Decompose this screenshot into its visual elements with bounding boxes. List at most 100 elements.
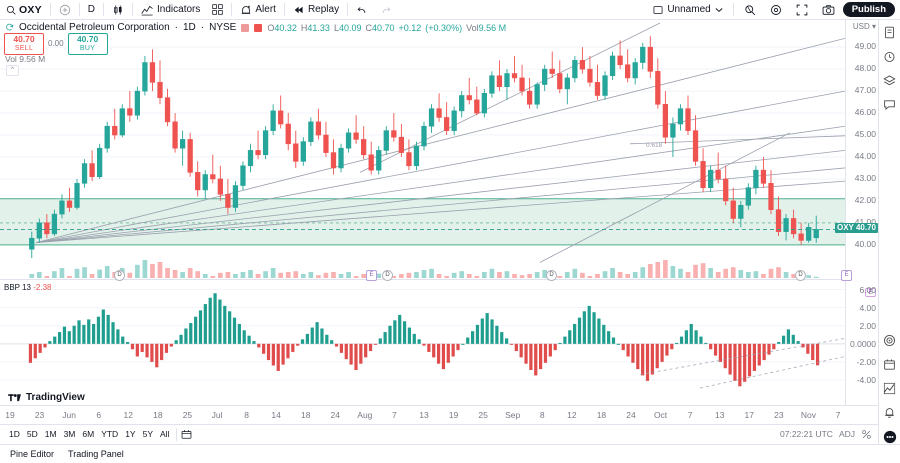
adj-toggle[interactable]: ADJ [838, 429, 855, 439]
watchlist-icon[interactable] [883, 26, 896, 39]
collapse-pane-button[interactable]: ^ [6, 65, 19, 76]
notifications-icon[interactable] [883, 406, 896, 419]
pane-divider[interactable] [0, 279, 845, 280]
timeframe-all[interactable]: All [160, 429, 170, 439]
buy-price: 40.70 [76, 34, 99, 44]
indicator-legend[interactable]: BBP 13 -2.38 [4, 283, 51, 292]
sell-button[interactable]: 40.70 SELL [4, 33, 44, 55]
log-scale-icon[interactable] [861, 429, 872, 440]
chart-legend: Occidental Petroleum Corporation · 1D · … [0, 20, 860, 35]
layers-icon[interactable] [883, 74, 896, 87]
time-tick: 12 [123, 410, 134, 420]
time-tick: 7 [835, 410, 841, 420]
time-tick: 6 [96, 410, 102, 420]
redo-button[interactable] [374, 0, 398, 20]
layout-selector[interactable]: Unnamed [647, 0, 728, 20]
current-price-tag: OXY 40.70 [835, 223, 878, 234]
timeframe-ytd[interactable]: YTD [101, 429, 119, 439]
alert-label: Alert [255, 4, 276, 15]
timeframe-5d[interactable]: 5D [26, 429, 38, 439]
price-tick: 48.00 [854, 63, 876, 74]
calendar-icon[interactable] [883, 358, 896, 371]
time-tick: 18 [153, 410, 163, 420]
templates-button[interactable] [206, 0, 229, 20]
bbp-chart-svg [0, 289, 845, 389]
replay-button[interactable]: Replay [287, 0, 345, 20]
currency-unit[interactable]: USD ▾ [852, 22, 876, 31]
pine-editor-button[interactable]: Pine Editor [10, 449, 55, 459]
indicators-button[interactable]: Indicators [135, 0, 206, 20]
divider [78, 3, 80, 16]
data-icon[interactable] [883, 382, 896, 395]
timeframe-1m[interactable]: 1M [44, 429, 57, 439]
earnings-marker[interactable]: E [366, 270, 377, 281]
indicator-value: -2.38 [33, 283, 52, 292]
dividend-marker[interactable]: D [114, 270, 125, 281]
time-tick: 24 [330, 410, 341, 420]
ohlc-key-o: O [267, 22, 275, 33]
indicator-pane[interactable] [0, 280, 845, 405]
legend-interval: 1D [182, 22, 196, 33]
status-bar: Pine Editor Trading Panel [0, 444, 900, 463]
ohlc-val-l: 40.09 [338, 22, 362, 33]
sell-label: SELL [14, 44, 34, 52]
add-symbol-button[interactable] [53, 0, 77, 20]
camera-icon [822, 4, 835, 16]
dividend-marker[interactable]: D [795, 270, 806, 281]
timeframe-1y[interactable]: 1Y [125, 429, 136, 439]
timeframe-3m[interactable]: 3M [63, 429, 76, 439]
price-tick: 45.00 [854, 129, 876, 140]
indicator-tick: -4.00 [856, 374, 876, 385]
timeframe-list: 1D 5D 1M 3M 6M YTD 1Y 5Y All [6, 428, 172, 440]
chart-style-button[interactable] [106, 0, 130, 20]
legend-symbol-title[interactable]: Occidental Petroleum Corporation [19, 22, 170, 33]
buy-label: BUY [79, 44, 96, 52]
timeframe-1d[interactable]: 1D [9, 429, 20, 439]
legend-volume-label: Vol [466, 22, 479, 33]
buy-button[interactable]: 40.70 BUY [67, 33, 108, 55]
quick-search-button[interactable] [738, 0, 762, 20]
snapshot-button[interactable] [816, 0, 841, 20]
publish-button[interactable]: Publish [842, 2, 895, 17]
time-tick: 17 [744, 410, 755, 420]
sell-price: 40.70 [13, 34, 35, 44]
profile-icon[interactable] [883, 430, 897, 444]
alert-button[interactable]: Alert [234, 0, 282, 20]
timeframe-6m[interactable]: 6M [82, 429, 95, 439]
earnings-axis-tag[interactable]: E [865, 288, 876, 297]
legend-separator-2: · [200, 22, 205, 33]
spread-value: 0.00 [48, 39, 64, 49]
timeframe-5y[interactable]: 5Y [142, 429, 153, 439]
price-tick: 44.00 [854, 150, 876, 161]
chat-icon[interactable] [883, 98, 896, 111]
price-axis[interactable]: USD ▾ 49.00 48.00 47.00 46.00 45.00 44.00 43.0… [835, 20, 878, 297]
interval-selector[interactable]: D [82, 0, 101, 20]
time-tick: 13 [714, 410, 725, 420]
price-pane[interactable]: 0.618 [0, 20, 845, 278]
undo-button[interactable] [350, 0, 374, 20]
indicator-axis[interactable]: 6.00 4.00 2.00 0.0000 -2.00 -4.00 [845, 280, 878, 405]
settings-button[interactable] [764, 0, 788, 20]
ohlc-val-h: 41.33 [307, 22, 330, 33]
time-tick: 24 [626, 410, 636, 420]
earnings-marker[interactable]: E [841, 270, 852, 281]
time-axis[interactable]: 19 23 Jun 6 12 18 25 Jul 8 14 18 24 Aug 7 13 19 25 Sep 8 12… [0, 405, 878, 424]
volume-legend: Vol 9.56 M [5, 54, 45, 64]
dividend-marker[interactable]: D [546, 270, 557, 281]
alerts-icon[interactable] [883, 50, 896, 63]
time-tick: 18 [596, 410, 607, 420]
clock-label[interactable]: 07:22:21 UTC [780, 429, 833, 439]
layout-name: Unnamed [667, 4, 711, 15]
symbol-search[interactable]: OXY [0, 0, 48, 20]
volume-legend-value: 9.56 M [19, 54, 46, 64]
calendar-range-icon[interactable] [181, 429, 192, 440]
fullscreen-button[interactable] [790, 0, 814, 20]
dividend-marker[interactable]: D [382, 270, 393, 281]
currency-label: USD [852, 22, 870, 31]
time-tick: 12 [567, 410, 577, 420]
ideas-icon[interactable] [883, 334, 896, 347]
price-tick: 47.00 [854, 85, 876, 96]
time-tick: Sep [505, 410, 521, 420]
trading-panel-button[interactable]: Trading Panel [68, 449, 124, 459]
time-tick: Aug [357, 410, 373, 420]
